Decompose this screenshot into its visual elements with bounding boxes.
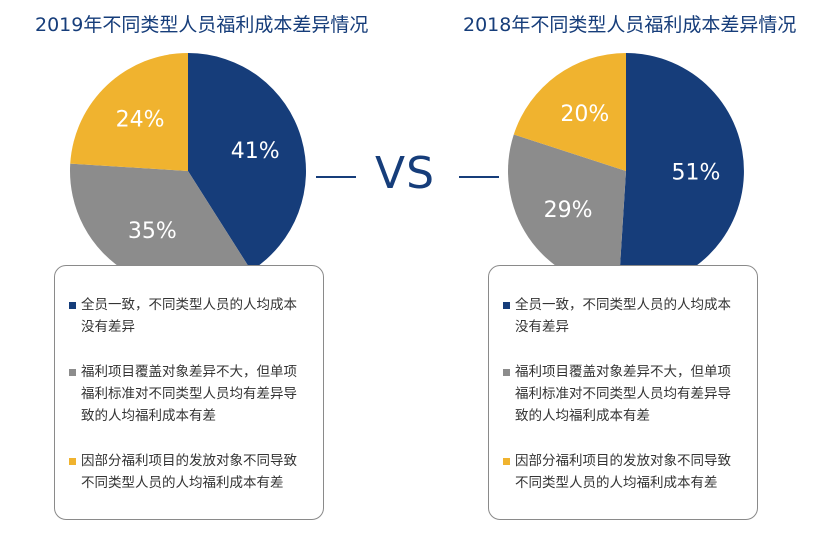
legend-swatch-blue [503,302,510,309]
slice-value-label: 51% [672,161,721,186]
chart-title-2018: 2018年不同类型人员福利成本差异情况 [463,14,797,36]
legend-item-uniform: 全员一致，不同类型人员的人均成本没有差异 [503,294,743,338]
slice-standard-differs [508,134,626,289]
legend-text: 因部分福利项目的发放对象不同导致不同类型人员的人均福利成本有差 [515,453,731,491]
vs-divider-right [459,176,499,178]
legend-item-coverage-differs: 因部分福利项目的发放对象不同导致不同类型人员的人均福利成本有差 [69,450,309,494]
legend-box-2019: 全员一致，不同类型人员的人均成本没有差异 福利项目覆盖对象差异不大，但单项福利标… [54,265,324,520]
slice-value-label: 24% [116,107,165,132]
legend-list: 全员一致，不同类型人员的人均成本没有差异 福利项目覆盖对象差异不大，但单项福利标… [489,266,757,494]
slice-standard-differs [69,163,252,290]
slice-coverage-differs [70,53,188,171]
legend-swatch-blue [69,302,76,309]
legend-swatch-gray [503,369,510,376]
legend-swatch-yellow [69,458,76,465]
legend-item-uniform: 全员一致，不同类型人员的人均成本没有差异 [69,294,309,338]
legend-text: 全员一致，不同类型人员的人均成本没有差异 [515,297,731,335]
legend-text: 因部分福利项目的发放对象不同导致不同类型人员的人均福利成本有差 [81,453,297,491]
pie-chart-2019: 41% 35% 24% [69,53,307,290]
legend-text: 福利项目覆盖对象差异不大，但单项福利标准对不同类型人员均有差异导致的人均福利成本… [515,364,731,424]
slice-value-label: 41% [231,139,280,164]
chart-title-2019: 2019年不同类型人员福利成本差异情况 [35,14,369,36]
slice-value-label: 20% [560,102,609,127]
legend-item-standard-differs: 福利项目覆盖对象差异不大，但单项福利标准对不同类型人员均有差异导致的人均福利成本… [503,361,743,427]
legend-swatch-yellow [503,458,510,465]
legend-swatch-gray [69,369,76,376]
legend-text: 全员一致，不同类型人员的人均成本没有差异 [81,297,297,335]
legend-box-2018: 全员一致，不同类型人员的人均成本没有差异 福利项目覆盖对象差异不大，但单项福利标… [488,265,758,520]
legend-list: 全员一致，不同类型人员的人均成本没有差异 福利项目覆盖对象差异不大，但单项福利标… [55,266,323,494]
slice-coverage-differs [513,53,626,171]
legend-item-standard-differs: 福利项目覆盖对象差异不大，但单项福利标准对不同类型人员均有差异导致的人均福利成本… [69,361,309,427]
vs-label: VS [375,148,436,199]
legend-text: 福利项目覆盖对象差异不大，但单项福利标准对不同类型人员均有差异导致的人均福利成本… [81,364,297,424]
vs-divider-left [316,176,356,178]
slice-value-label: 35% [128,219,177,244]
slice-uniform [618,53,744,289]
slice-uniform [188,53,307,271]
legend-item-coverage-differs: 因部分福利项目的发放对象不同导致不同类型人员的人均福利成本有差 [503,450,743,494]
pie-chart-2018: 51% 29% 20% [508,53,744,289]
slice-value-label: 29% [544,198,593,223]
